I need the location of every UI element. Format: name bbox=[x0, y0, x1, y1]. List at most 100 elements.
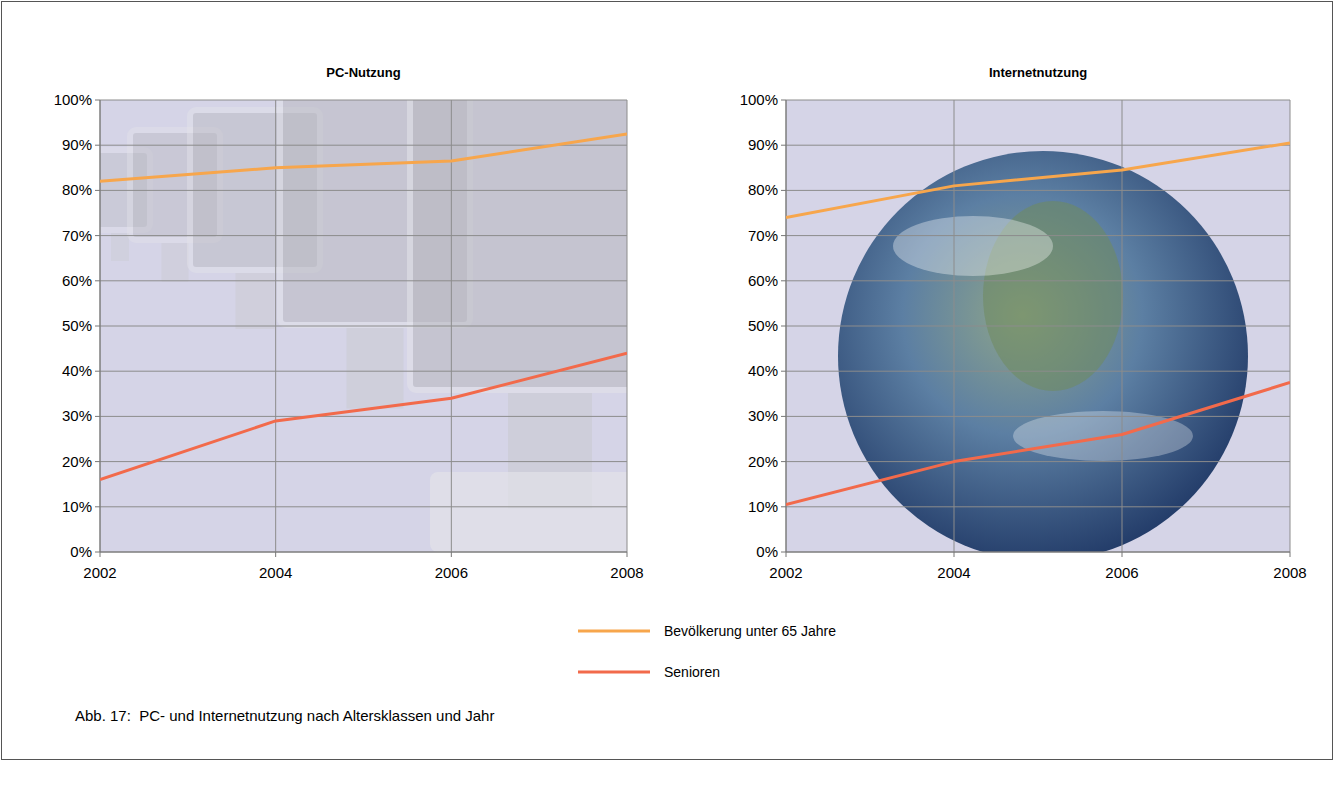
x-tick bbox=[627, 552, 628, 557]
y-tick bbox=[95, 552, 100, 553]
x-tick-label: 2002 bbox=[769, 564, 802, 581]
y-tick bbox=[781, 506, 786, 507]
series-line bbox=[786, 383, 1290, 505]
y-tick-label: 50% bbox=[748, 317, 778, 334]
grid-line bbox=[1122, 100, 1123, 552]
keyboard-picture bbox=[430, 472, 627, 552]
y-tick-label: 80% bbox=[62, 181, 92, 198]
y-tick bbox=[781, 190, 786, 191]
grid-line bbox=[786, 506, 1290, 507]
globe-cloud bbox=[1013, 411, 1193, 461]
grid-line bbox=[786, 190, 1290, 191]
x-tick bbox=[451, 552, 452, 557]
x-tick-label: 2006 bbox=[435, 564, 468, 581]
y-tick-label: 20% bbox=[62, 453, 92, 470]
monitor-stand bbox=[236, 273, 275, 329]
grid-line bbox=[100, 371, 627, 372]
y-tick-label: 70% bbox=[62, 227, 92, 244]
series-group bbox=[786, 143, 1290, 505]
y-tick bbox=[781, 235, 786, 236]
grid-line bbox=[786, 461, 1290, 462]
series-line bbox=[100, 134, 627, 181]
y-tick bbox=[781, 100, 786, 101]
grid-line bbox=[786, 416, 1290, 417]
y-tick-label: 60% bbox=[62, 272, 92, 289]
background-picture bbox=[838, 151, 1248, 552]
legend-label: Bevölkerung unter 65 Jahre bbox=[664, 623, 836, 639]
series-group bbox=[100, 134, 627, 480]
y-tick bbox=[95, 416, 100, 417]
y-tick-label: 80% bbox=[748, 181, 778, 198]
y-tick-label: 20% bbox=[748, 453, 778, 470]
y-tick bbox=[781, 145, 786, 146]
grid-line bbox=[100, 100, 627, 101]
grid-line bbox=[100, 280, 627, 281]
y-tick bbox=[95, 506, 100, 507]
grid-line bbox=[627, 100, 628, 552]
y-tick-label: 60% bbox=[748, 272, 778, 289]
chart-panel: 0%10%20%30%40%50%60%70%80%90%100%2002200… bbox=[740, 65, 1307, 581]
legend: Bevölkerung unter 65 JahreSenioren bbox=[578, 623, 836, 680]
globe-picture bbox=[838, 151, 1248, 552]
grid-line bbox=[786, 145, 1290, 146]
grid-line bbox=[100, 235, 627, 236]
y-tick-label: 50% bbox=[62, 317, 92, 334]
y-tick bbox=[95, 461, 100, 462]
globe-cloud bbox=[893, 216, 1053, 276]
y-tick bbox=[781, 416, 786, 417]
y-tick-label: 90% bbox=[748, 136, 778, 153]
grid-line bbox=[786, 552, 1290, 553]
x-tick-label: 2006 bbox=[1105, 564, 1138, 581]
grid-line bbox=[786, 100, 1290, 101]
x-tick bbox=[1290, 552, 1291, 557]
y-tick bbox=[95, 100, 100, 101]
x-tick-label: 2008 bbox=[1273, 564, 1306, 581]
x-tick bbox=[275, 552, 276, 557]
series-line bbox=[100, 353, 627, 480]
grid-line bbox=[451, 100, 452, 552]
y-tick-label: 10% bbox=[748, 498, 778, 515]
x-tick bbox=[100, 552, 101, 557]
y-tick-label: 0% bbox=[70, 543, 92, 560]
y-tick bbox=[95, 145, 100, 146]
x-tick bbox=[1122, 552, 1123, 557]
grid-line bbox=[786, 280, 1290, 281]
y-tick bbox=[781, 326, 786, 327]
figure: 0% 10% 20% 30% 40% 50% 60% 70% 80% 90% 100% 2002 200… bbox=[0, 0, 1334, 789]
grid-line bbox=[100, 506, 627, 507]
y-tick bbox=[781, 552, 786, 553]
x-tick bbox=[954, 552, 955, 557]
x-tick bbox=[786, 552, 787, 557]
x-tick-label: 2002 bbox=[83, 564, 116, 581]
x-axis-line bbox=[100, 552, 627, 553]
y-tick-label: 0% bbox=[756, 543, 778, 560]
grid-line bbox=[100, 326, 627, 327]
grid-line bbox=[954, 100, 955, 552]
grid-line bbox=[100, 552, 627, 553]
y-tick-label: 90% bbox=[62, 136, 92, 153]
y-tick bbox=[781, 461, 786, 462]
chart-panel: 0%10%20%30%40%50%60%70%80%90%100%2002200… bbox=[54, 60, 690, 581]
x-tick-label: 2004 bbox=[937, 564, 970, 581]
grid-line bbox=[100, 416, 627, 417]
y-tick-label: 100% bbox=[740, 91, 778, 108]
y-tick-label: 40% bbox=[748, 362, 778, 379]
legend-swatch bbox=[578, 671, 650, 674]
x-tick-label: 2008 bbox=[610, 564, 643, 581]
y-tick bbox=[95, 326, 100, 327]
series-line bbox=[786, 143, 1290, 218]
grid-line bbox=[100, 190, 627, 191]
grid-line bbox=[786, 235, 1290, 236]
x-axis-line bbox=[786, 552, 1290, 553]
y-tick bbox=[781, 280, 786, 281]
background-picture bbox=[100, 100, 627, 552]
y-tick-label: 30% bbox=[748, 407, 778, 424]
y-tick bbox=[781, 371, 786, 372]
figure-frame bbox=[2, 2, 1333, 760]
grid-line bbox=[786, 371, 1290, 372]
x-tick-label: 2004 bbox=[259, 564, 292, 581]
y-tick-label: 30% bbox=[62, 407, 92, 424]
y-tick bbox=[95, 190, 100, 191]
chart-title: PC-Nutzung bbox=[326, 65, 400, 80]
legend-swatch bbox=[578, 630, 650, 633]
